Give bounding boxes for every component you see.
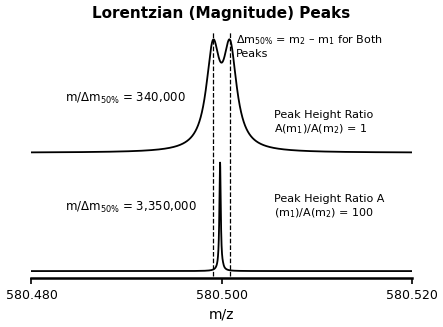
Title: Lorentzian (Magnitude) Peaks: Lorentzian (Magnitude) Peaks [93,6,350,21]
Text: m/Δm$_{50\%}$ = 340,000: m/Δm$_{50\%}$ = 340,000 [65,91,186,106]
Text: Peak Height Ratio A
(m$_1$)/A(m$_2$) = 100: Peak Height Ratio A (m$_1$)/A(m$_2$) = 1… [274,194,384,220]
Text: Δm$_{50\%}$ = m$_2$ – m$_1$ for Both
Peaks: Δm$_{50\%}$ = m$_2$ – m$_1$ for Both Pea… [236,33,383,59]
Text: Peak Height Ratio
A(m$_1$)/A(m$_2$) = 1: Peak Height Ratio A(m$_1$)/A(m$_2$) = 1 [274,110,373,136]
Text: m/Δm$_{50\%}$ = 3,350,000: m/Δm$_{50\%}$ = 3,350,000 [65,199,197,215]
X-axis label: m/z: m/z [209,307,234,321]
